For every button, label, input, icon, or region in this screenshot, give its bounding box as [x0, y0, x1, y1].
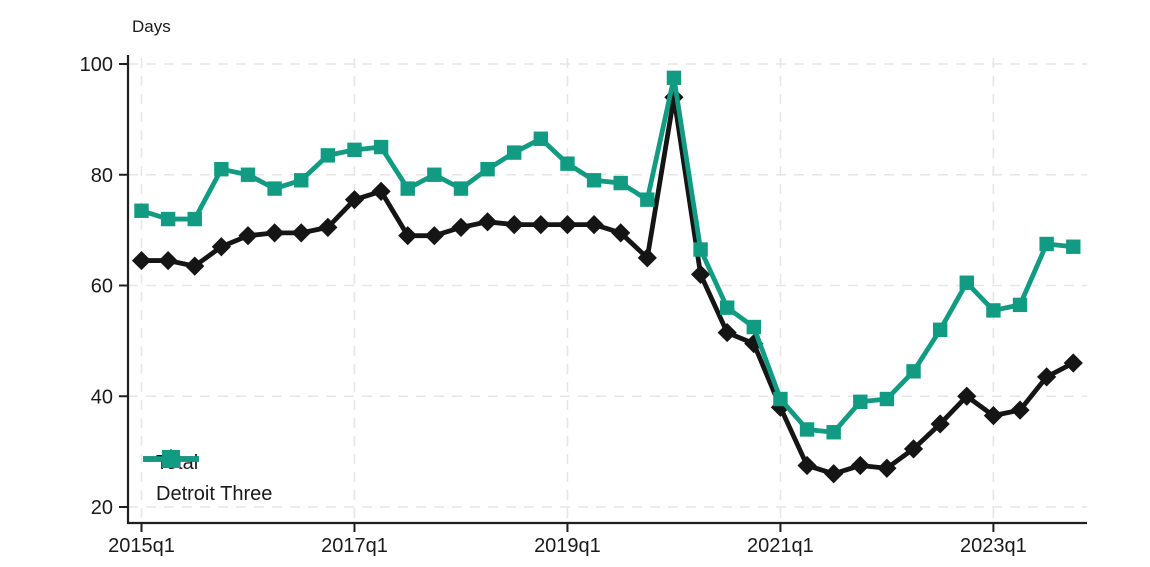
data-point-square[interactable]	[453, 181, 469, 196]
x-tick-label: 2021q1	[747, 535, 814, 557]
y-tick-label: 100	[80, 54, 113, 76]
y-tick-label: 60	[91, 276, 113, 298]
data-point-diamond[interactable]	[930, 414, 950, 434]
data-point-diamond[interactable]	[371, 181, 391, 201]
data-point-diamond[interactable]	[797, 455, 817, 476]
data-point-diamond[interactable]	[531, 214, 551, 235]
data-point-square[interactable]	[1012, 297, 1028, 313]
data-point-square[interactable]	[773, 391, 788, 407]
data-point-square[interactable]	[134, 203, 149, 218]
data-point-diamond[interactable]	[770, 397, 791, 417]
data-point-square[interactable]	[373, 139, 389, 155]
data-point-diamond[interactable]	[957, 386, 977, 406]
data-point-square[interactable]	[160, 211, 176, 227]
x-tick-label: 2019q1	[534, 535, 601, 557]
legend-item-detroit-three[interactable]: Detroit Three	[142, 450, 273, 510]
data-point-diamond[interactable]	[1010, 400, 1030, 420]
data-point-square[interactable]	[240, 167, 256, 182]
data-point-diamond[interactable]	[584, 214, 604, 235]
data-point-square[interactable]	[719, 300, 735, 315]
y-axis-title: Days	[132, 17, 171, 36]
data-point-square[interactable]	[959, 275, 974, 290]
x-tick-label: 2017q1	[321, 535, 388, 557]
data-point-square[interactable]	[1066, 239, 1081, 254]
data-point-square[interactable]	[853, 394, 868, 409]
y-tick-label: 20	[91, 497, 113, 519]
data-point-diamond[interactable]	[158, 250, 178, 271]
data-point-square[interactable]	[320, 148, 336, 163]
data-point-diamond[interactable]	[1037, 367, 1057, 387]
data-point-diamond[interactable]	[1063, 353, 1083, 373]
data-point-square[interactable]	[427, 167, 442, 182]
data-point-diamond[interactable]	[504, 214, 524, 235]
data-point-diamond[interactable]	[637, 248, 657, 268]
data-point-diamond[interactable]	[744, 334, 764, 354]
series-line-detroit-three[interactable]	[140, 75, 1074, 435]
axis-line	[126, 55, 1087, 525]
data-point-diamond[interactable]	[983, 406, 1003, 426]
data-point-diamond[interactable]	[265, 223, 285, 243]
data-point-diamond[interactable]	[211, 237, 231, 257]
data-point-square[interactable]	[187, 211, 202, 227]
data-point-square[interactable]	[693, 242, 708, 257]
data-point-diamond[interactable]	[238, 226, 258, 246]
data-point-diamond[interactable]	[877, 458, 897, 478]
data-point-square[interactable]	[400, 181, 415, 196]
data-point-diamond[interactable]	[131, 250, 152, 271]
data-point-diamond[interactable]	[611, 223, 631, 243]
data-point-square[interactable]	[666, 70, 682, 86]
data-point-square[interactable]	[507, 145, 522, 160]
data-point-square[interactable]	[906, 364, 921, 379]
x-tick-label: 2015q1	[108, 535, 175, 557]
data-point-diamond[interactable]	[424, 226, 444, 246]
data-point-square[interactable]	[267, 181, 282, 196]
data-point-square[interactable]	[480, 162, 495, 177]
data-point-diamond[interactable]	[185, 256, 205, 276]
data-point-square[interactable]	[613, 175, 628, 191]
legend: Total Detroit Three	[142, 448, 272, 510]
data-point-diamond[interactable]	[398, 226, 418, 246]
data-point-diamond[interactable]	[557, 214, 578, 235]
data-point-diamond[interactable]	[850, 455, 870, 476]
data-point-square[interactable]	[347, 142, 362, 158]
y-tick-label: 80	[91, 165, 113, 187]
detroit-three-line-square-icon	[143, 450, 199, 468]
data-point-square[interactable]	[932, 322, 948, 337]
data-point-diamond[interactable]	[690, 264, 711, 285]
data-point-diamond[interactable]	[717, 322, 737, 343]
data-point-diamond[interactable]	[318, 217, 338, 237]
data-point-square[interactable]	[986, 303, 1001, 318]
data-point-square[interactable]	[799, 422, 815, 437]
x-tick-label: 2023q1	[960, 535, 1027, 557]
data-point-square[interactable]	[746, 319, 762, 335]
data-point-square[interactable]	[1039, 236, 1054, 252]
data-point-diamond[interactable]	[291, 223, 311, 243]
data-point-diamond[interactable]	[451, 217, 471, 237]
data-point-square[interactable]	[533, 131, 549, 146]
data-point-diamond[interactable]	[344, 190, 365, 210]
data-point-square[interactable]	[294, 173, 309, 188]
data-point-diamond[interactable]	[477, 212, 498, 232]
data-point-square[interactable]	[560, 156, 575, 171]
data-point-diamond[interactable]	[903, 439, 924, 459]
data-point-diamond[interactable]	[824, 464, 844, 484]
data-point-square[interactable]	[640, 192, 655, 207]
data-point-square[interactable]	[586, 173, 602, 188]
data-point-square[interactable]	[826, 425, 841, 440]
data-point-square[interactable]	[879, 391, 895, 407]
data-point-square[interactable]	[214, 162, 229, 177]
legend-label-detroit-three: Detroit Three	[156, 483, 273, 505]
y-tick-label: 40	[91, 386, 113, 408]
